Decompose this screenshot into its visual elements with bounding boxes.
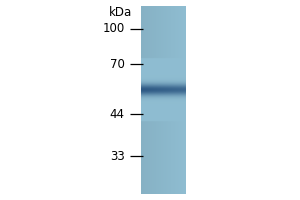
Text: 70: 70: [110, 58, 124, 71]
Text: 100: 100: [102, 22, 124, 36]
Text: kDa: kDa: [109, 6, 132, 20]
Text: 33: 33: [110, 150, 124, 162]
Text: 44: 44: [110, 108, 124, 120]
